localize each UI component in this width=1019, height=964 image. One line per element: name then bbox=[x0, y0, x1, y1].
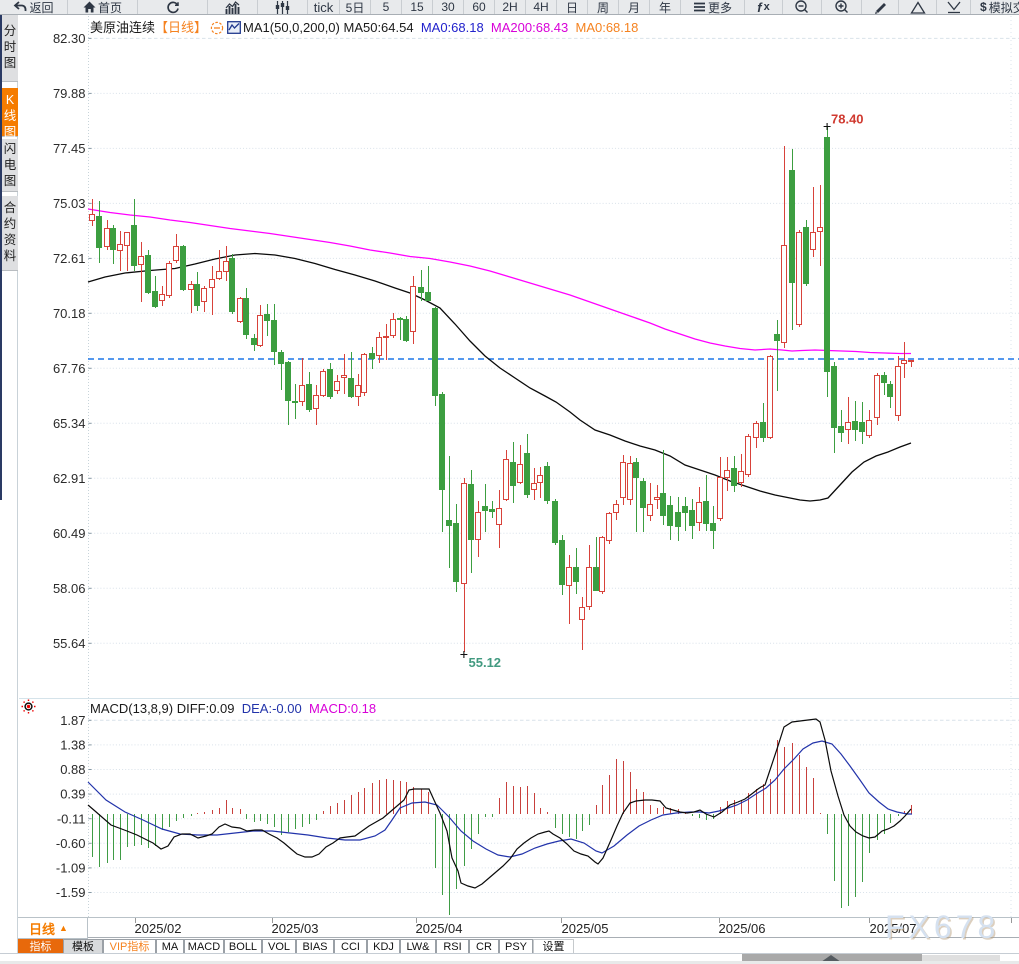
svg-text:-0.11: -0.11 bbox=[57, 811, 86, 826]
svg-text:-1.59: -1.59 bbox=[56, 885, 86, 900]
svg-text:65.34: 65.34 bbox=[53, 416, 86, 431]
svg-text:78.40: 78.40 bbox=[831, 112, 864, 127]
svg-text:79.88: 79.88 bbox=[53, 86, 86, 101]
svg-text:1.38: 1.38 bbox=[60, 738, 85, 753]
svg-text:72.61: 72.61 bbox=[53, 251, 86, 266]
svg-text:1.87: 1.87 bbox=[60, 713, 85, 728]
svg-text:82.30: 82.30 bbox=[53, 31, 86, 46]
svg-text:58.06: 58.06 bbox=[53, 581, 86, 596]
svg-text:75.03: 75.03 bbox=[53, 196, 86, 211]
svg-text:55.64: 55.64 bbox=[53, 636, 86, 651]
svg-text:62.91: 62.91 bbox=[53, 471, 86, 486]
svg-text:77.45: 77.45 bbox=[53, 141, 86, 156]
svg-text:0.39: 0.39 bbox=[60, 787, 85, 802]
svg-text:-1.09: -1.09 bbox=[56, 861, 86, 876]
svg-text:60.49: 60.49 bbox=[53, 526, 86, 541]
svg-text:67.76: 67.76 bbox=[53, 361, 86, 376]
svg-text:0.88: 0.88 bbox=[60, 762, 85, 777]
svg-text:-0.60: -0.60 bbox=[56, 836, 86, 851]
svg-text:70.18: 70.18 bbox=[53, 306, 86, 321]
svg-text:55.12: 55.12 bbox=[469, 655, 502, 670]
